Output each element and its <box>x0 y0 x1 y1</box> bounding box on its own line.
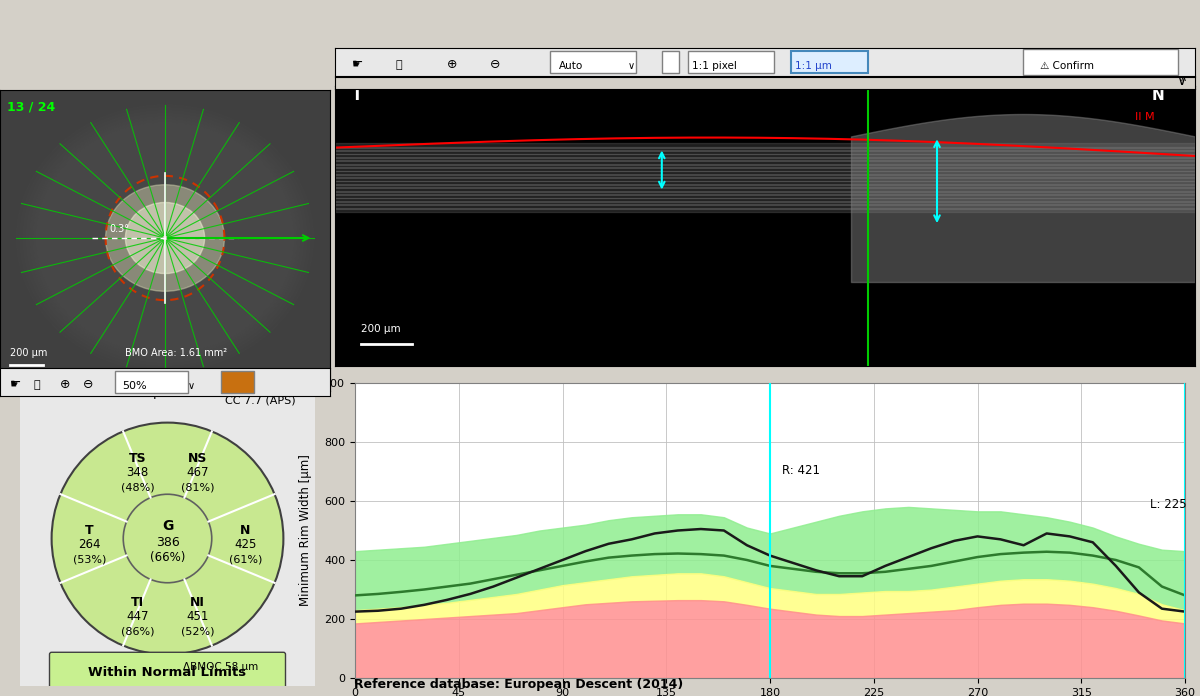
Text: >: > <box>313 377 325 390</box>
Text: ☛: ☛ <box>10 378 22 390</box>
Text: NI: NI <box>190 596 205 608</box>
Text: ∨: ∨ <box>188 381 196 391</box>
Text: 0.3°: 0.3° <box>109 224 128 234</box>
Text: ⊖: ⊖ <box>83 378 94 390</box>
Text: 447: 447 <box>126 610 149 624</box>
Bar <box>19 381 119 388</box>
Text: Minimum Rim Width [μm]: Minimum Rim Width [μm] <box>25 386 178 400</box>
Text: 264: 264 <box>78 538 101 551</box>
Text: 50%: 50% <box>122 381 146 391</box>
Text: <: < <box>7 377 18 390</box>
Text: II M: II M <box>1135 111 1154 122</box>
Text: (66%): (66%) <box>150 551 185 564</box>
Text: BMO Area: 1.61 mm²: BMO Area: 1.61 mm² <box>126 349 228 358</box>
Text: L: 225: L: 225 <box>1151 498 1187 512</box>
Text: TS: TS <box>128 452 146 464</box>
Bar <box>688 51 774 73</box>
Text: 467: 467 <box>186 466 209 480</box>
Text: N: N <box>240 523 251 537</box>
Text: G: G <box>162 519 173 533</box>
Text: 🔍: 🔍 <box>34 379 40 390</box>
Text: ⊕: ⊕ <box>446 58 457 70</box>
Text: 386: 386 <box>156 536 179 549</box>
Text: 🔍: 🔍 <box>395 60 402 70</box>
Text: ☛: ☛ <box>353 58 364 70</box>
Text: (53%): (53%) <box>73 555 107 564</box>
Text: T: T <box>85 523 94 537</box>
Text: ⊖: ⊖ <box>490 58 500 70</box>
Y-axis label: Minimum Rim Width [μm]: Minimum Rim Width [μm] <box>299 454 312 606</box>
Text: 200 μm: 200 μm <box>10 349 47 358</box>
Text: (61%): (61%) <box>229 555 262 564</box>
Bar <box>662 51 679 73</box>
Circle shape <box>126 203 205 274</box>
Bar <box>550 51 636 73</box>
Circle shape <box>106 184 224 292</box>
Text: CC 7.7 (APS): CC 7.7 (APS) <box>226 395 296 406</box>
Text: ∧: ∧ <box>1180 73 1187 84</box>
Bar <box>221 371 254 393</box>
Text: Within Normal Limits: Within Normal Limits <box>89 666 246 679</box>
Text: N: N <box>1152 88 1165 103</box>
Bar <box>791 51 869 73</box>
Text: (86%): (86%) <box>121 626 155 637</box>
FancyBboxPatch shape <box>49 652 286 693</box>
Text: Reference database: European Descent (2014): Reference database: European Descent (20… <box>354 678 683 690</box>
Text: Auto: Auto <box>559 61 583 71</box>
Text: 13 / 24: 13 / 24 <box>7 101 55 113</box>
Text: T: T <box>353 88 362 103</box>
Text: (48%): (48%) <box>121 482 155 493</box>
Text: 451: 451 <box>186 610 209 624</box>
Text: (52%): (52%) <box>180 626 214 637</box>
Text: 425: 425 <box>234 538 257 551</box>
Circle shape <box>124 494 211 583</box>
Bar <box>115 371 188 393</box>
Text: ∨: ∨ <box>1176 74 1187 88</box>
Text: TI: TI <box>131 596 144 608</box>
Bar <box>1022 49 1178 74</box>
Text: ∨: ∨ <box>628 61 635 71</box>
Text: ⚠ Confirm: ⚠ Confirm <box>1040 61 1094 71</box>
Text: 1:1 μm: 1:1 μm <box>796 61 832 71</box>
Circle shape <box>52 422 283 654</box>
Text: 200 μm: 200 μm <box>361 324 401 334</box>
Text: ΔBMOC 58 μm: ΔBMOC 58 μm <box>182 662 258 672</box>
Text: ⊕: ⊕ <box>60 378 70 390</box>
Text: 1:1 pixel: 1:1 pixel <box>692 61 737 71</box>
Text: NS: NS <box>187 452 208 464</box>
Text: (81%): (81%) <box>180 482 214 493</box>
Text: 348: 348 <box>126 466 149 480</box>
Text: R: 421: R: 421 <box>781 464 820 477</box>
